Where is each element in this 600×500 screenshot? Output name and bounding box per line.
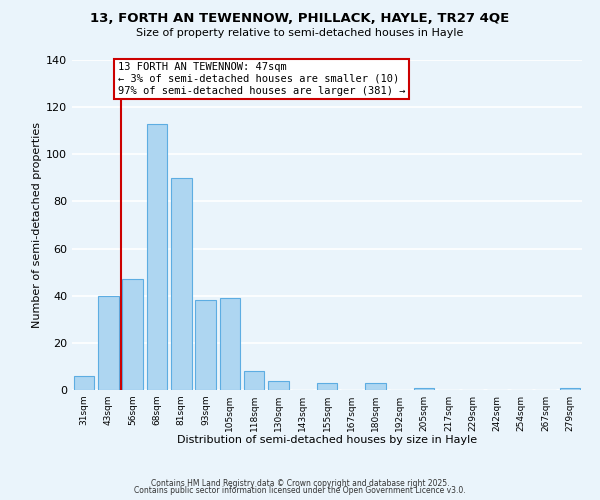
Bar: [414, 388, 434, 390]
Y-axis label: Number of semi-detached properties: Number of semi-detached properties: [32, 122, 42, 328]
Text: 13 FORTH AN TEWENNOW: 47sqm
← 3% of semi-detached houses are smaller (10)
97% of: 13 FORTH AN TEWENNOW: 47sqm ← 3% of semi…: [118, 62, 406, 96]
Bar: [74, 376, 94, 390]
Bar: [122, 279, 143, 390]
Bar: [195, 300, 216, 390]
Text: Contains public sector information licensed under the Open Government Licence v3: Contains public sector information licen…: [134, 486, 466, 495]
Bar: [317, 383, 337, 390]
Text: 13, FORTH AN TEWENNOW, PHILLACK, HAYLE, TR27 4QE: 13, FORTH AN TEWENNOW, PHILLACK, HAYLE, …: [91, 12, 509, 26]
Bar: [365, 383, 386, 390]
Bar: [244, 371, 265, 390]
Bar: [268, 380, 289, 390]
Bar: [98, 296, 119, 390]
Bar: [560, 388, 580, 390]
Bar: [146, 124, 167, 390]
Bar: [171, 178, 191, 390]
Text: Contains HM Land Registry data © Crown copyright and database right 2025.: Contains HM Land Registry data © Crown c…: [151, 478, 449, 488]
Bar: [220, 298, 240, 390]
Text: Size of property relative to semi-detached houses in Hayle: Size of property relative to semi-detach…: [136, 28, 464, 38]
X-axis label: Distribution of semi-detached houses by size in Hayle: Distribution of semi-detached houses by …: [177, 436, 477, 446]
